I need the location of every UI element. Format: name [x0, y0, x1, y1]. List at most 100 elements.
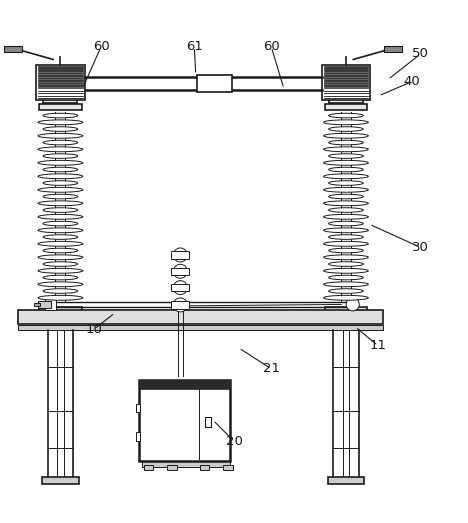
Text: 10: 10: [86, 323, 102, 336]
Bar: [18, 325, 383, 330]
Ellipse shape: [43, 289, 78, 293]
Bar: [136, 404, 140, 412]
Text: 20: 20: [226, 435, 242, 448]
Ellipse shape: [323, 147, 368, 152]
Ellipse shape: [329, 167, 363, 172]
Ellipse shape: [323, 241, 368, 246]
Ellipse shape: [323, 228, 368, 233]
Bar: [45, 299, 56, 310]
Ellipse shape: [329, 275, 363, 280]
Ellipse shape: [38, 241, 83, 246]
Ellipse shape: [38, 295, 83, 300]
Ellipse shape: [329, 140, 363, 145]
Ellipse shape: [329, 181, 363, 185]
Bar: [136, 433, 140, 441]
Text: 40: 40: [403, 75, 420, 88]
Bar: [38, 301, 51, 308]
Ellipse shape: [329, 127, 363, 131]
Ellipse shape: [43, 235, 78, 240]
Bar: [205, 417, 211, 427]
Ellipse shape: [38, 147, 83, 152]
Bar: [223, 465, 233, 470]
Bar: [328, 477, 365, 484]
Bar: [42, 477, 79, 484]
Ellipse shape: [329, 194, 363, 199]
Bar: [139, 380, 230, 389]
Circle shape: [173, 281, 187, 294]
Text: 60: 60: [263, 40, 280, 53]
Bar: [384, 46, 402, 52]
Bar: [171, 251, 189, 259]
Bar: [39, 104, 82, 110]
Ellipse shape: [43, 275, 78, 280]
Bar: [34, 303, 40, 306]
Ellipse shape: [323, 161, 368, 165]
Bar: [323, 66, 368, 88]
Ellipse shape: [43, 140, 78, 145]
Ellipse shape: [43, 194, 78, 199]
Ellipse shape: [43, 167, 78, 172]
Ellipse shape: [38, 120, 83, 125]
Ellipse shape: [43, 208, 78, 212]
Ellipse shape: [38, 228, 83, 233]
Ellipse shape: [329, 208, 363, 212]
Ellipse shape: [38, 268, 83, 273]
Ellipse shape: [329, 248, 363, 253]
Bar: [18, 311, 383, 324]
Ellipse shape: [329, 221, 363, 226]
Bar: [325, 307, 367, 313]
Bar: [39, 307, 82, 313]
Ellipse shape: [43, 248, 78, 253]
Circle shape: [173, 264, 187, 278]
Ellipse shape: [323, 268, 368, 273]
Ellipse shape: [43, 127, 78, 131]
Ellipse shape: [329, 289, 363, 293]
Bar: [197, 75, 232, 92]
Bar: [139, 380, 230, 461]
Text: 30: 30: [412, 241, 429, 254]
Ellipse shape: [323, 201, 368, 206]
Ellipse shape: [38, 174, 83, 179]
Ellipse shape: [323, 120, 368, 125]
Bar: [329, 314, 363, 321]
Bar: [200, 465, 209, 470]
Ellipse shape: [43, 113, 78, 118]
Ellipse shape: [323, 282, 368, 287]
Ellipse shape: [323, 133, 368, 138]
Ellipse shape: [323, 174, 368, 179]
Bar: [171, 268, 189, 275]
Bar: [38, 66, 83, 88]
Ellipse shape: [329, 262, 363, 266]
Ellipse shape: [38, 187, 83, 192]
Ellipse shape: [38, 133, 83, 138]
Bar: [168, 465, 177, 470]
Ellipse shape: [38, 214, 83, 219]
Ellipse shape: [323, 295, 368, 300]
Text: 61: 61: [186, 40, 203, 53]
Circle shape: [173, 298, 187, 312]
Text: 21: 21: [263, 362, 280, 376]
Ellipse shape: [38, 201, 83, 206]
Ellipse shape: [38, 161, 83, 165]
Ellipse shape: [323, 214, 368, 219]
Text: 11: 11: [369, 339, 386, 352]
Ellipse shape: [43, 154, 78, 158]
Bar: [171, 284, 189, 291]
Bar: [142, 460, 230, 467]
Ellipse shape: [43, 262, 78, 266]
Bar: [44, 97, 77, 103]
Ellipse shape: [43, 221, 78, 226]
Ellipse shape: [43, 181, 78, 185]
Ellipse shape: [329, 113, 363, 118]
Circle shape: [346, 298, 359, 311]
Ellipse shape: [329, 154, 363, 158]
Text: 60: 60: [93, 40, 110, 53]
Bar: [329, 97, 363, 103]
Bar: [171, 301, 189, 309]
Bar: [322, 65, 370, 100]
Bar: [36, 65, 85, 100]
Circle shape: [173, 248, 187, 262]
Ellipse shape: [38, 282, 83, 287]
Ellipse shape: [323, 255, 368, 260]
Bar: [4, 46, 22, 52]
